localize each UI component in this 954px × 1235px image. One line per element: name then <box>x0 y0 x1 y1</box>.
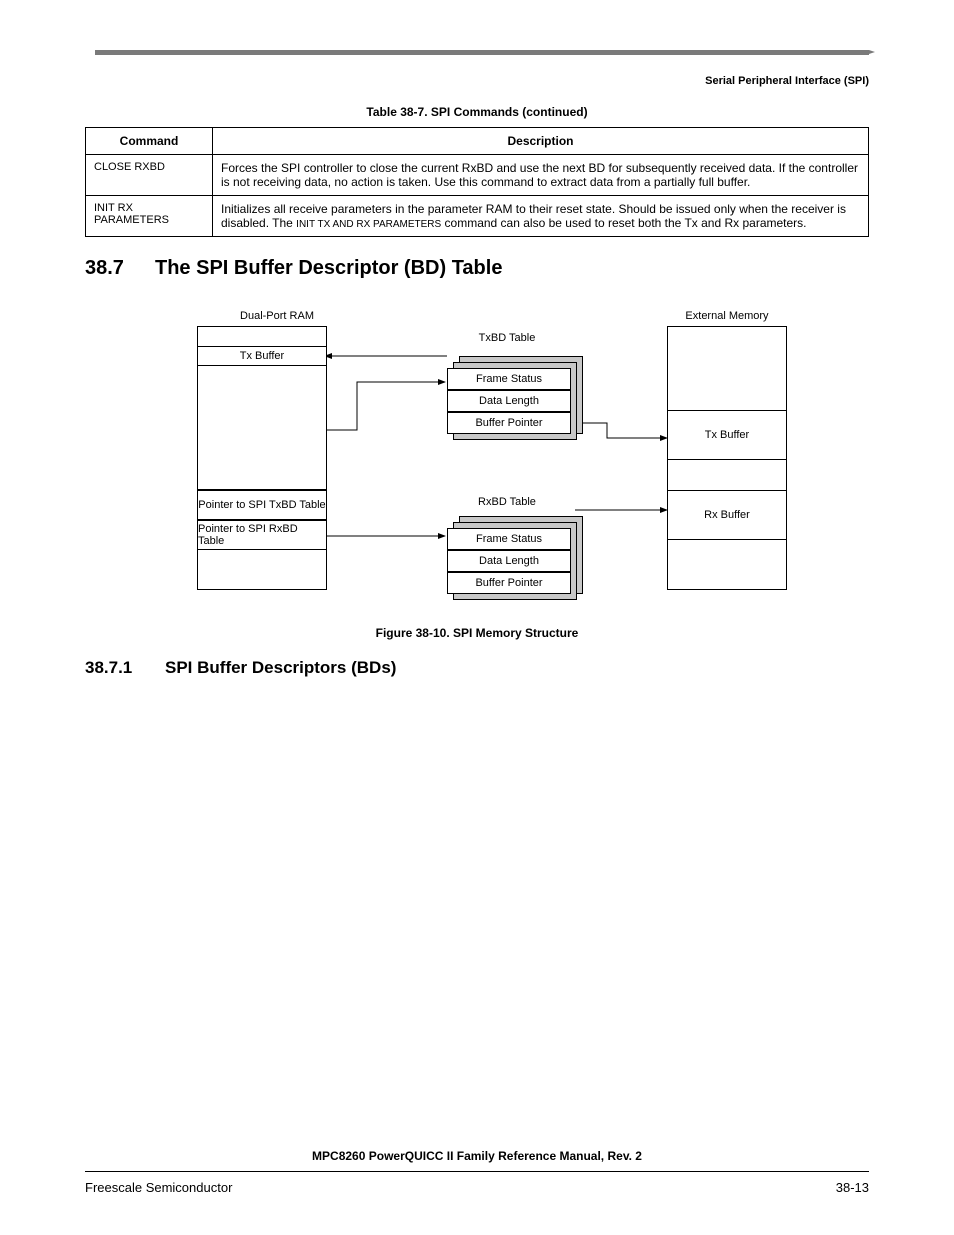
cell-rxbd-buffer-pointer: Buffer Pointer <box>447 572 571 594</box>
label-external-memory: External Memory <box>667 310 787 322</box>
spi-commands-table: Command Description CLOSE RXBD Forces th… <box>85 127 869 237</box>
cmd-close-rxbd-desc: Forces the SPI controller to close the c… <box>213 155 869 196</box>
table-row: INIT RX PARAMETERS Initializes all recei… <box>86 196 869 237</box>
figure-caption: Figure 38-10. SPI Memory Structure <box>85 626 869 640</box>
cell-tx-buffer-right: Tx Buffer <box>667 410 787 460</box>
label-rxbd-table: RxBD Table <box>457 496 557 508</box>
table-caption: Table 38-7. SPI Commands (continued) <box>85 105 869 119</box>
cell-ptr-rxbd: Pointer to SPI RxBD Table <box>197 520 327 550</box>
cell-rx-buffer-right: Rx Buffer <box>667 490 787 540</box>
cmd-init-rx-desc: Initializes all receive parameters in th… <box>213 196 869 237</box>
box-left-spacer <box>197 366 327 490</box>
subsection-title: SPI Buffer Descriptors (BDs) <box>165 658 396 677</box>
cmd-close-rxbd: CLOSE RXBD <box>86 155 213 196</box>
page-footer: MPC8260 PowerQUICC II Family Reference M… <box>85 1149 869 1195</box>
chapter-header: Serial Peripheral Interface (SPI) <box>85 75 869 87</box>
subsection-heading: 38.7.1SPI Buffer Descriptors (BDs) <box>85 658 869 678</box>
section-heading: 38.7The SPI Buffer Descriptor (BD) Table <box>85 257 869 280</box>
cell-txbd-buffer-pointer: Buffer Pointer <box>447 412 571 434</box>
footer-left: Freescale Semiconductor <box>85 1180 232 1195</box>
figure-spi-memory-structure: Dual-Port RAM External Memory Tx Buffer … <box>157 310 797 620</box>
cell-tx-buffer-left: Tx Buffer <box>197 346 327 366</box>
section-number: 38.7 <box>85 257 155 280</box>
section-title: The SPI Buffer Descriptor (BD) Table <box>155 257 502 279</box>
cell-rxbd-frame-status: Frame Status <box>447 528 571 550</box>
label-dual-port-ram: Dual-Port RAM <box>217 310 337 322</box>
label-txbd-table: TxBD Table <box>457 332 557 344</box>
table-row: CLOSE RXBD Forces the SPI controller to … <box>86 155 869 196</box>
cell-ptr-txbd: Pointer to SPI TxBD Table <box>197 490 327 520</box>
subsection-number: 38.7.1 <box>85 658 165 678</box>
table-col-description: Description <box>213 128 869 155</box>
cell-txbd-frame-status: Frame Status <box>447 368 571 390</box>
table-col-command: Command <box>86 128 213 155</box>
footer-manual-title: MPC8260 PowerQUICC II Family Reference M… <box>85 1149 869 1172</box>
cell-txbd-data-length: Data Length <box>447 390 571 412</box>
cmd-init-rx: INIT RX PARAMETERS <box>86 196 213 237</box>
cell-rxbd-data-length: Data Length <box>447 550 571 572</box>
header-rule <box>95 50 869 55</box>
footer-page-number: 38-13 <box>836 1180 869 1195</box>
